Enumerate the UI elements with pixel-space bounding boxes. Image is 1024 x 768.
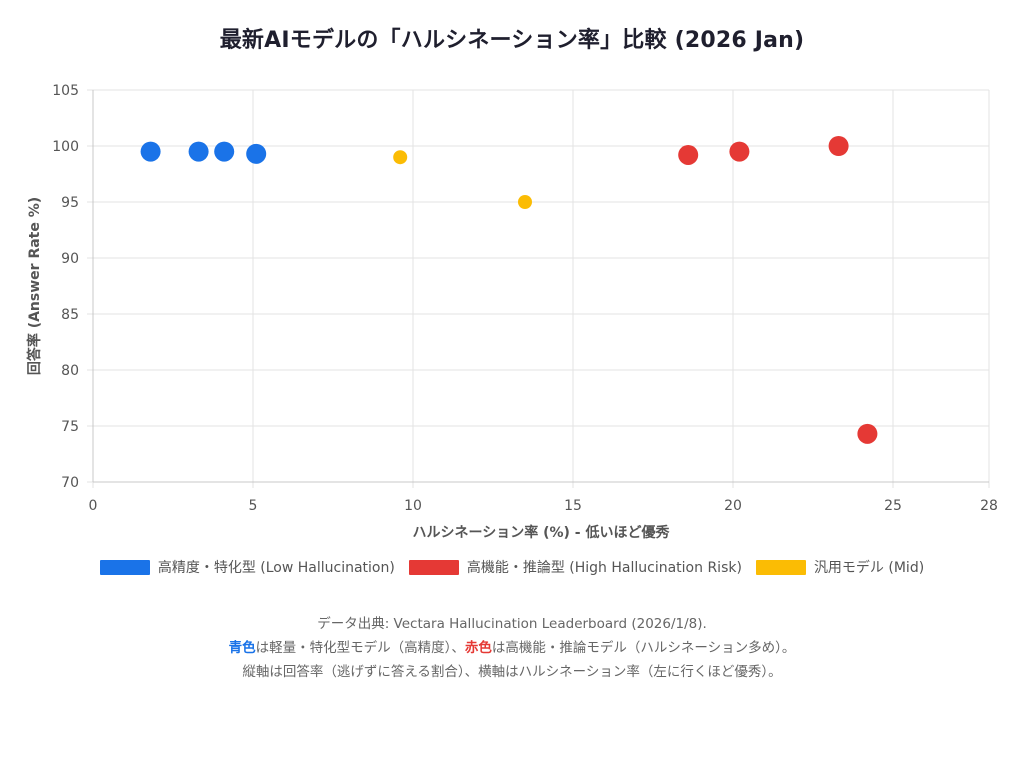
x-tick-label: 5 — [249, 498, 258, 514]
legend-label-high: 高機能・推論型 (High Hallucination Risk) — [466, 560, 742, 576]
legend-label-mid: 汎用モデル (Mid) — [813, 560, 925, 576]
axes — [92, 90, 989, 483]
y-tick-label: 105 — [52, 83, 79, 99]
color-note: 青色は軽量・特化型モデル（高精度）、赤色は高機能・推論モデル（ハルシネーション多… — [0, 636, 1024, 660]
blue-keyword: 青色 — [228, 640, 256, 656]
red-keyword: 赤色 — [464, 640, 492, 656]
color-note-end: は高機能・推論モデル（ハルシネーション多め）。 — [491, 640, 796, 656]
y-tick-label: 100 — [52, 139, 79, 155]
y-tick-label: 90 — [61, 251, 79, 267]
tick-labels: 0 5 10 15 20 25 28 70 75 80 85 90 95 100 105 — [52, 83, 998, 514]
y-tick-label: 95 — [61, 195, 79, 211]
data-point-series-0[interactable] — [140, 141, 161, 162]
legend-item-low[interactable]: 高精度・特化型 (Low Hallucination) — [99, 557, 395, 577]
legend-swatch-yellow — [755, 559, 806, 575]
x-tick-label: 10 — [404, 498, 422, 514]
x-tick-label: 15 — [564, 498, 582, 514]
data-point-series-2[interactable] — [518, 195, 532, 209]
y-tick-label: 70 — [61, 475, 79, 491]
color-note-mid: は軽量・特化型モデル（高精度）、 — [255, 640, 465, 656]
data-point-series-1[interactable] — [678, 144, 699, 165]
data-point-series-0[interactable] — [188, 141, 209, 162]
legend-item-mid[interactable]: 汎用モデル (Mid) — [755, 557, 925, 577]
x-tick-label: 0 — [89, 498, 98, 514]
x-axis-title: ハルシネーション率 (%) - 低いほど優秀 — [413, 524, 671, 541]
chart-title: 最新AIモデルの「ハルシネーション率」比較 (2026 Jan) — [219, 28, 805, 53]
y-tick-label: 85 — [61, 307, 79, 323]
y-tick-label: 75 — [61, 419, 79, 435]
x-tick-label: 20 — [724, 498, 742, 514]
axis-note: 縦軸は回答率（逃げずに答える割合）、横軸はハルシネーション率（左に行くほど優秀）… — [242, 664, 782, 680]
x-tick-label: 25 — [884, 498, 902, 514]
legend-label-low: 高精度・特化型 (Low Hallucination) — [157, 560, 395, 576]
legend-swatch-blue — [99, 559, 150, 575]
x-tick-label: 28 — [980, 498, 998, 514]
data-point-series-0[interactable] — [214, 141, 235, 162]
data-points — [140, 136, 878, 444]
notes: データ出典: Vectara Hallucination Leaderboard… — [0, 612, 1024, 684]
data-point-series-1[interactable] — [729, 141, 750, 162]
y-axis-title: 回答率 (Answer Rate %) — [26, 197, 43, 375]
data-point-series-0[interactable] — [246, 143, 267, 164]
legend: 高精度・特化型 (Low Hallucination) 高機能・推論型 (Hig… — [0, 557, 1024, 577]
data-point-series-2[interactable] — [393, 150, 408, 165]
legend-item-high[interactable]: 高機能・推論型 (High Hallucination Risk) — [408, 557, 742, 577]
source-note: データ出典: Vectara Hallucination Leaderboard… — [317, 616, 707, 632]
legend-swatch-red — [408, 559, 459, 575]
data-point-series-1[interactable] — [857, 423, 878, 444]
scatter-chart: 0 5 10 15 20 25 28 70 75 80 85 90 95 100 105 ハルシネーション率… — [26, 83, 998, 541]
data-point-series-1[interactable] — [828, 136, 849, 156]
y-tick-label: 80 — [61, 363, 79, 379]
